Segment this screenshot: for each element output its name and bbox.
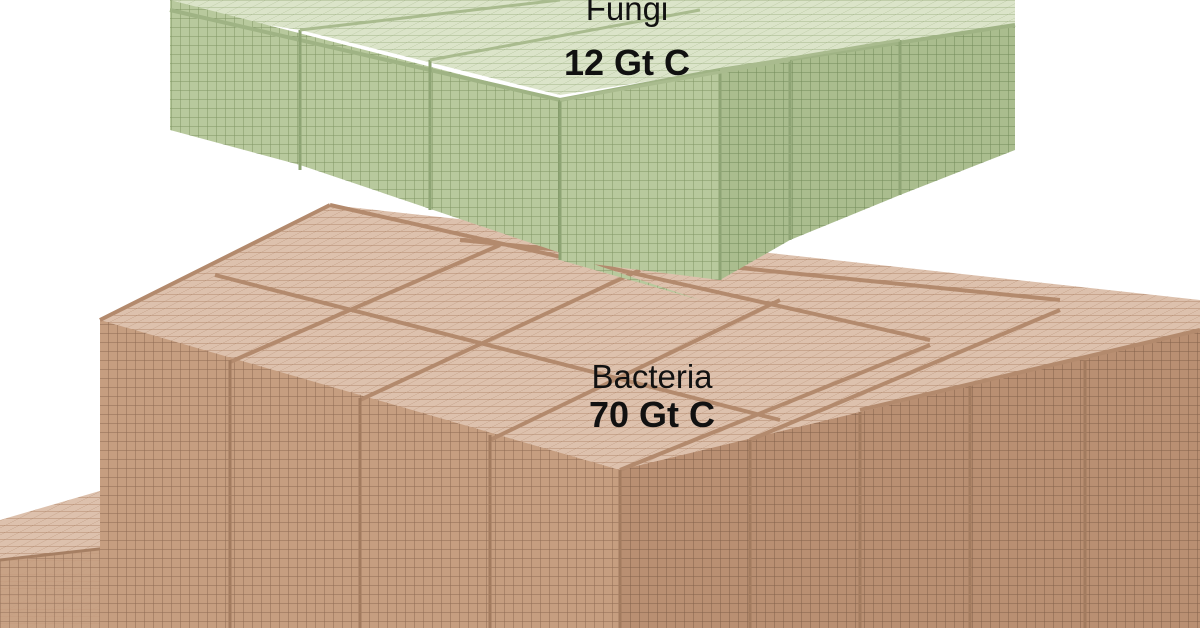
fungi-value: 12 Gt C: [563, 42, 691, 83]
bacteria-name: Bacteria: [591, 358, 713, 395]
bacteria-value: 70 Gt C: [588, 394, 716, 435]
fungi-block: [169, 0, 1016, 300]
fungi-label: Fungi 12 Gt C: [527, 0, 727, 83]
bacteria-label: Bacteria 70 Gt C: [552, 359, 752, 435]
bacteria-block: [99, 203, 1200, 628]
fungi-name: Fungi: [585, 0, 669, 27]
